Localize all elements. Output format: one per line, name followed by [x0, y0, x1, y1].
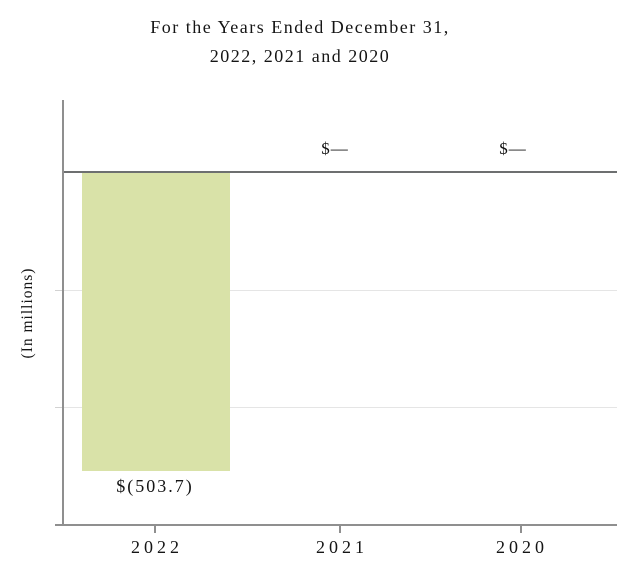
value-label-2021: $—: [321, 139, 349, 158]
x-axis-line: [55, 524, 617, 526]
x-axis-label-2022: 2022: [131, 537, 183, 557]
x-axis-label-2020: 2020: [496, 537, 548, 557]
chart-title-line1: For the Years Ended December 31,: [150, 17, 450, 37]
gridline-minus-200: [64, 290, 617, 291]
x-axis-tick-2021: [339, 526, 341, 533]
value-label-2022: $(503.7): [116, 476, 194, 496]
y-axis-line: [62, 100, 64, 525]
bar-2022: [82, 173, 230, 471]
y-axis-tick-minus-400: [55, 407, 63, 408]
y-axis-label: (In millions): [19, 267, 36, 359]
x-axis-tick-2020: [520, 526, 522, 533]
zero-baseline: [63, 171, 617, 173]
x-axis-label-2021: 2021: [316, 537, 368, 557]
gridline-minus-400: [64, 407, 617, 408]
y-axis-tick-minus-200: [55, 290, 63, 291]
x-axis-tick-2022: [154, 526, 156, 533]
value-label-2020: $—: [499, 139, 527, 158]
chart-title-line2: 2022, 2021 and 2020: [209, 46, 391, 66]
chart-title: For the Years Ended December 31, 2022, 2…: [0, 13, 600, 71]
